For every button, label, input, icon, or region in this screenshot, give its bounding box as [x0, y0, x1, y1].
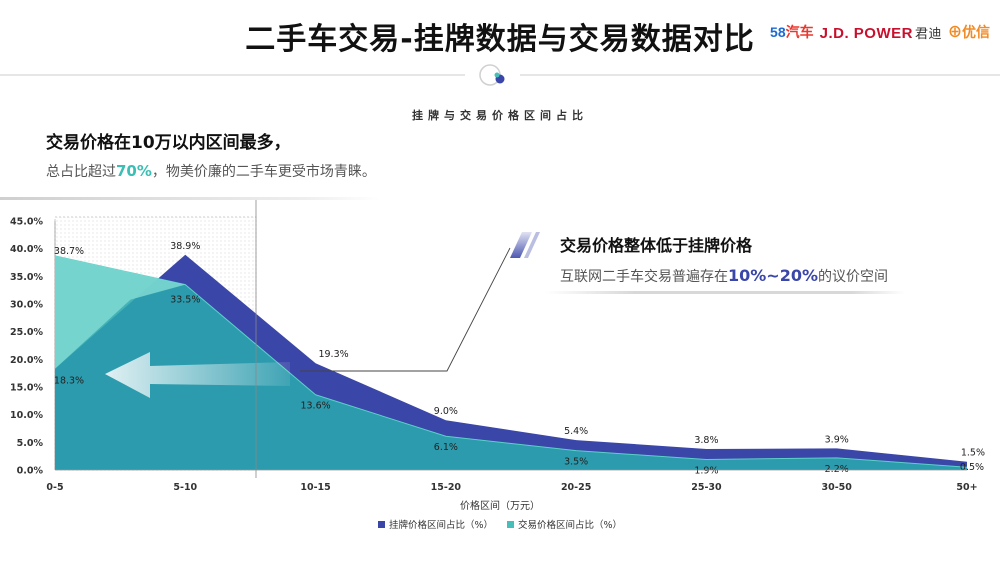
x-tick-label: 20-25 [561, 482, 591, 493]
x-axis-title: 价格区间（万元） [460, 499, 540, 512]
callout-right-highlight: 10%~20% [728, 266, 818, 285]
logo-jd-power: J.D. POWER 君迪 [819, 24, 942, 42]
data-label-listing: 5.4% [564, 426, 588, 437]
y-tick-label: 20.0% [10, 355, 43, 366]
arrow-left-shape [105, 352, 290, 398]
data-label-transaction: 33.5% [170, 295, 200, 306]
callout-slash-2 [524, 232, 540, 258]
data-label-listing: 19.3% [318, 349, 348, 360]
callout-right-head: 交易价格整体低于挂牌价格 [560, 236, 753, 255]
y-tick-label: 10.0% [10, 410, 43, 421]
callout-left-head: 交易价格在10万以内区间最多， [46, 133, 291, 153]
callout-left-body: 总占比超过70%，物美价廉的二手车更受市场青睐。 [46, 162, 376, 180]
y-axis: 0.0% 5.0% 10.0% 15.0% 20.0% 25.0% 30.0% 35.0% 40… [10, 217, 56, 477]
x-tick-label: 50+ [956, 482, 977, 493]
data-label-listing: 9.0% [434, 406, 458, 417]
callout-connector [300, 247, 511, 372]
x-tick-label: 30-50 [822, 482, 853, 493]
y-tick-label: 45.0% [10, 217, 43, 228]
x-tick-label: 0-5 [46, 482, 63, 493]
legend-label-listing: 挂牌价格区间占比（%） [389, 520, 494, 531]
x-tick-label: 15-20 [431, 482, 462, 493]
data-label-transaction: 2.2% [825, 464, 849, 475]
legend-item-transaction: 交易价格区间占比（%） [507, 517, 622, 531]
y-tick-label: 0.0% [17, 466, 44, 477]
callout-right-underline [545, 291, 905, 294]
data-label-transaction: 0.5% [960, 462, 984, 473]
data-label-listing: 1.5% [961, 448, 985, 459]
data-label-transaction: 6.1% [434, 442, 458, 453]
data-label-listing: 3.9% [825, 434, 849, 445]
legend-item-listing: 挂牌价格区间占比（%） [378, 517, 493, 531]
callout-left: 交易价格在10万以内区间最多， 总占比超过70%，物美价廉的二手车更受市场青睐。 [46, 128, 376, 181]
legend-swatch-listing [378, 520, 385, 528]
chart-subtitle: 挂牌与交易价格区间占比 [412, 109, 588, 122]
header-divider-left [0, 74, 465, 76]
line-transaction [54, 255, 968, 468]
page-title: 二手车交易-挂牌数据与交易数据对比 [245, 22, 755, 57]
callout-slash [510, 232, 532, 258]
y-tick-label: 35.0% [10, 272, 43, 283]
callout-left-highlight: 70% [116, 162, 152, 180]
area-transaction-top [55, 255, 186, 369]
x-axis: 0-5 5-10 10-15 15-20 20-25 25-30 30-50 50+ [46, 469, 978, 493]
data-label-listing: 18.3% [54, 376, 84, 387]
legend-swatch-transaction [507, 520, 515, 528]
data-label-transaction: 13.6% [300, 401, 330, 412]
y-tick-label: 40.0% [10, 244, 43, 255]
x-tick-label: 5-10 [173, 482, 197, 493]
area-transaction [55, 255, 967, 470]
chart-legend: 挂牌价格区间占比（%） 交易价格区间占比（%） [378, 517, 622, 531]
data-label-listing: 3.8% [694, 435, 718, 446]
header-ornament [479, 64, 505, 86]
data-label-listing: 38.9% [170, 241, 200, 252]
y-tick-label: 25.0% [10, 327, 43, 338]
data-label-transaction: 38.7% [54, 246, 84, 257]
logo-58-car: 58汽车 [770, 24, 814, 40]
partner-logos: 58汽车 J.D. POWER 君迪 ⊕优信 [770, 22, 990, 42]
legend-label-transaction: 交易价格区间占比（%） [518, 520, 623, 531]
callout-right: 交易价格整体低于挂牌价格 互联网二手车交易普遍存在10%~20%的议价空间 [560, 232, 888, 286]
logo-youxin: ⊕优信 [948, 24, 990, 40]
x-tick-label: 10-15 [300, 482, 330, 493]
data-label-transaction: 3.5% [564, 457, 588, 468]
y-tick-label: 15.0% [10, 383, 43, 394]
y-tick-label: 30.0% [10, 300, 43, 311]
data-labels: 18.3% 38.9% 19.3% 9.0% 5.4% 3.8% 3.9% 1.5% 38.7%… [54, 241, 985, 477]
callout-right-body: 互联网二手车交易普遍存在10%~20%的议价空间 [560, 266, 888, 285]
callout-left-underline [0, 197, 380, 200]
data-label-transaction: 1.9% [694, 465, 718, 476]
x-tick-label: 25-30 [691, 482, 722, 493]
y-tick-label: 5.0% [17, 438, 44, 449]
series-transaction [54, 255, 968, 470]
header-divider-right [520, 74, 1000, 76]
